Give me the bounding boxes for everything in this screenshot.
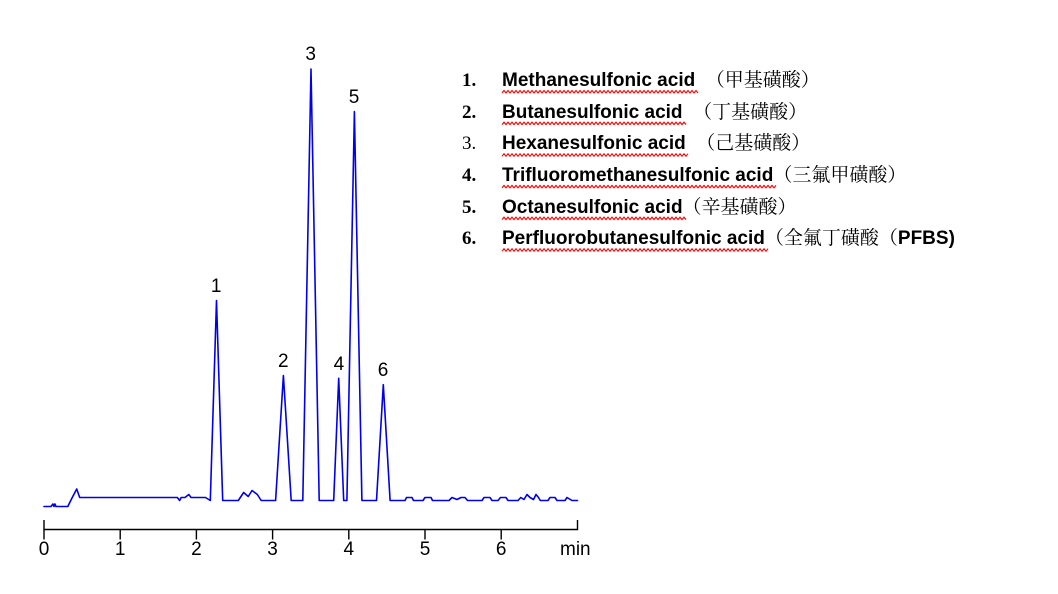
svg-text:2: 2: [278, 351, 289, 372]
svg-text:3: 3: [305, 44, 316, 65]
svg-text:0: 0: [39, 539, 50, 560]
svg-text:5: 5: [420, 539, 431, 560]
svg-text:3: 3: [267, 539, 278, 560]
svg-text:6: 6: [496, 539, 507, 560]
svg-text:6: 6: [378, 360, 389, 381]
svg-text:1: 1: [115, 539, 126, 560]
svg-text:1: 1: [211, 276, 222, 297]
svg-text:min: min: [560, 539, 591, 560]
svg-text:4: 4: [334, 354, 345, 375]
svg-text:2: 2: [191, 539, 202, 560]
svg-text:4: 4: [344, 539, 355, 560]
svg-text:5: 5: [349, 87, 360, 108]
